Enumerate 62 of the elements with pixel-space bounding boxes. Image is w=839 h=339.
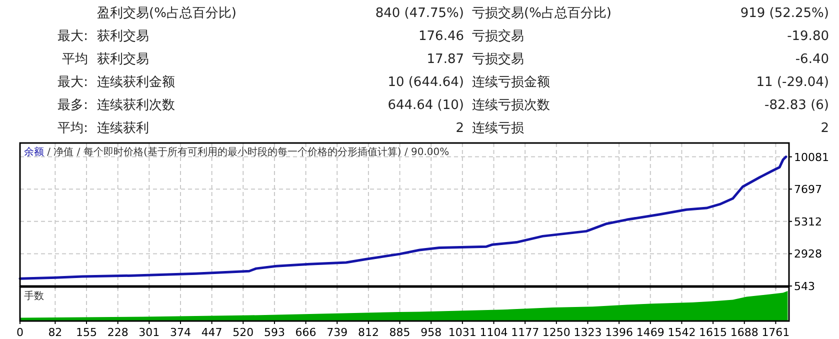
y-tick-label: 2928: [794, 248, 822, 261]
x-tick-label: 739: [326, 326, 348, 339]
text: 644.64 (10): [388, 98, 464, 113]
text: -82.83 (6): [764, 98, 829, 113]
x-tick-label: 374: [170, 326, 191, 339]
text: 17.87: [426, 52, 464, 67]
x-tick-label: 1396: [605, 326, 634, 339]
text: -6.40: [795, 52, 829, 67]
text: 亏损交易: [472, 51, 524, 67]
text: 10 (644.64): [388, 75, 464, 90]
text: -19.80: [787, 29, 829, 44]
x-tick-label: 82: [48, 326, 62, 339]
x-tick-label: 1177: [511, 326, 540, 339]
text: 连续获利金额: [97, 75, 175, 90]
text: 11 (-29.04): [756, 75, 829, 90]
x-tick-label: 1469: [636, 326, 664, 339]
text: 连续亏损: [472, 121, 524, 136]
text: 盈利交易(%占总百分比): [97, 5, 236, 21]
x-tick-label: 1104: [480, 326, 508, 339]
x-tick-label: 447: [201, 326, 222, 339]
x-tick-label: 0: [16, 326, 24, 339]
y-tick-label: 5312: [794, 215, 822, 228]
text: 平均: [62, 52, 88, 67]
text: 亏损交易(%占总百分比): [472, 5, 612, 21]
x-tick-label: 958: [420, 326, 442, 339]
text: 连续亏损次数: [472, 98, 550, 113]
chart-title: 手数: [24, 290, 44, 302]
x-tick-label: 1250: [542, 326, 570, 339]
x-tick-label: 885: [389, 326, 410, 339]
x-tick-label: 593: [264, 326, 285, 339]
x-tick-label: 1031: [448, 326, 476, 339]
y-tick-label: 7697: [794, 183, 822, 196]
text: 919 (52.25%): [740, 6, 829, 21]
x-tick-label: 1688: [730, 326, 758, 339]
text: 平均:: [58, 121, 88, 136]
x-tick-label: 228: [107, 326, 128, 339]
x-tick-label: 666: [295, 326, 316, 339]
x-tick-label: 1615: [699, 326, 728, 339]
text: 最大:: [58, 75, 88, 90]
text: 获利交易: [97, 28, 149, 44]
x-tick-label: 812: [358, 326, 379, 339]
line-series: [18, 156, 788, 280]
text: 获利交易: [97, 51, 149, 67]
x-tick-label: 155: [76, 326, 98, 339]
y-tick-label: 543: [794, 280, 815, 293]
x-tick-label: 301: [138, 326, 160, 339]
y-tick-label: 10081: [794, 150, 829, 164]
text: 连续获利次数: [97, 98, 175, 113]
text: 2: [456, 121, 464, 136]
text: 连续获利: [97, 121, 149, 136]
x-tick-label: 1761: [762, 326, 790, 339]
text: 最多:: [58, 98, 88, 113]
text: 176.46: [418, 29, 464, 44]
chart-title: 余额 / 净值 / 每个即时价格(基于所有可利用的最小时段的每一个价格的分形插值计算) / 90.00%: [24, 146, 450, 158]
x-tick-label: 1323: [574, 326, 602, 339]
text: 最大:: [58, 29, 88, 44]
text: 连续亏损金额: [472, 75, 550, 90]
x-tick-label: 520: [232, 326, 254, 339]
x-tick-label: 1542: [668, 326, 696, 339]
text: 840 (47.75%): [375, 6, 464, 21]
text: 2: [820, 121, 829, 136]
text: 亏损交易: [472, 28, 524, 44]
